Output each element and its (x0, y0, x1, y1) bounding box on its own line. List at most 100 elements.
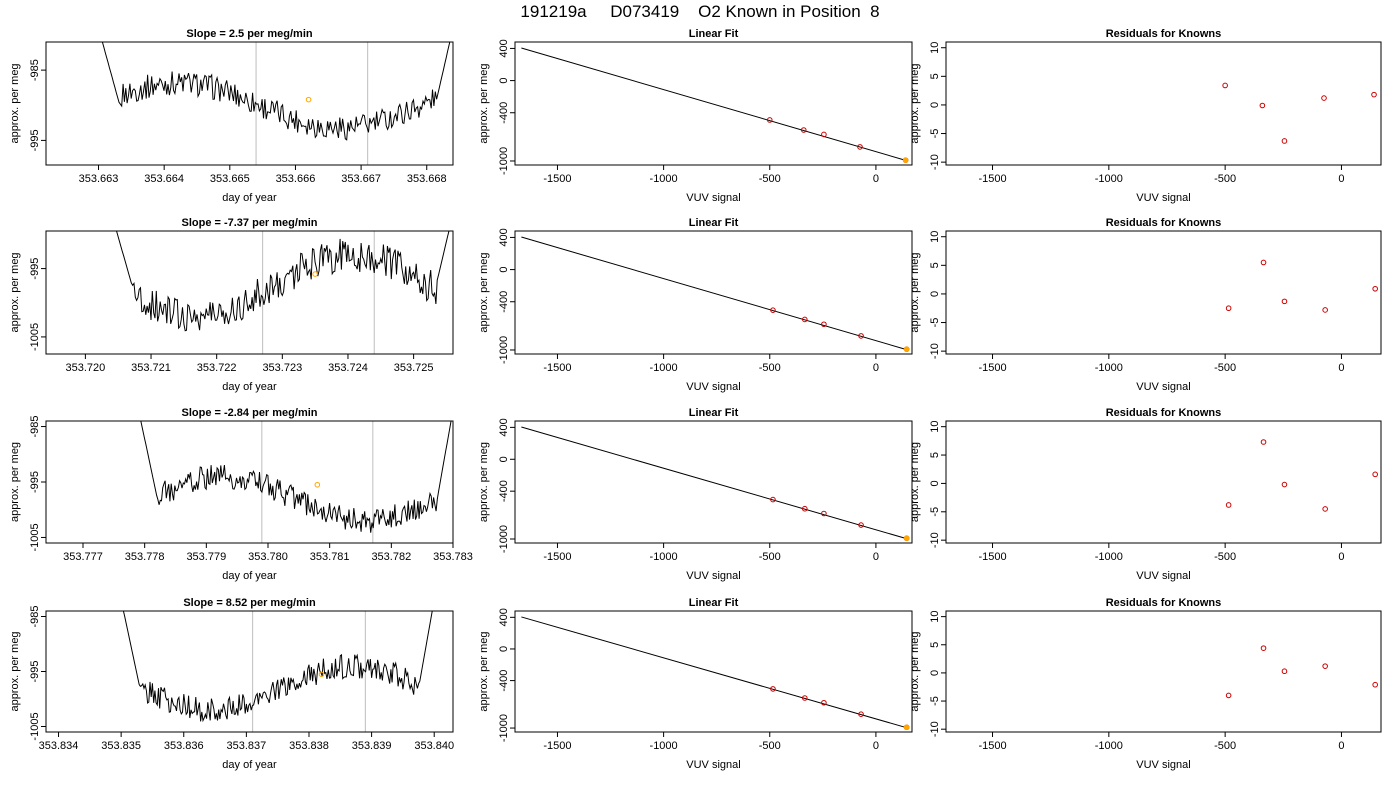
residual-point (1372, 285, 1378, 292)
y-tick-label: 0 (498, 78, 510, 84)
residual-point (1222, 82, 1228, 89)
y-tick-label: -400 (498, 670, 510, 692)
fit-point (766, 117, 773, 123)
x-tick-label: -1000 (650, 362, 678, 374)
y-axis-label: approx. per meg (478, 442, 490, 522)
x-tick-label: -1000 (650, 173, 678, 185)
panel-3-1 (41, 420, 454, 548)
known-point (902, 157, 909, 163)
x-tick-label: 353.725 (394, 362, 434, 374)
known-marker (312, 271, 318, 277)
y-tick-label: 400 (498, 228, 510, 246)
y-tick-label: -1005 (29, 523, 41, 551)
residual-point (1321, 95, 1327, 101)
y-tick-label: 10 (929, 231, 941, 243)
y-tick-label: -1000 (498, 714, 510, 742)
x-axis-label: VUV signal (1136, 570, 1190, 582)
y-axis-label: approx. per meg (909, 442, 921, 522)
x-tick-label: 353.835 (101, 740, 141, 752)
panel-title: Residuals for Knowns (1106, 28, 1222, 40)
y-tick-label: 400 (498, 418, 510, 436)
x-tick-label: 353.837 (226, 740, 266, 752)
panel-2-2 (510, 230, 913, 359)
panel-4-1 (41, 610, 454, 737)
y-tick-label: -5 (929, 696, 941, 706)
y-axis-label: approx. per meg (909, 63, 921, 143)
x-tick-label: 353.724 (328, 362, 368, 374)
y-axis-label: approx. per meg (9, 252, 21, 332)
x-tick-label: 353.779 (186, 551, 226, 563)
x-tick-label: -1500 (978, 362, 1006, 374)
x-tick-label: -1000 (1095, 740, 1123, 752)
residual-point (1260, 645, 1267, 651)
plot-frame (945, 41, 1382, 166)
y-axis-label: approx. per meg (909, 252, 921, 332)
x-axis-label: VUV signal (1136, 381, 1190, 393)
y-tick-label: -10 (929, 532, 941, 548)
residual-point (1260, 439, 1267, 445)
x-tick-label: 353.781 (310, 551, 350, 563)
residual-point (1225, 502, 1232, 508)
fit-point (821, 510, 827, 517)
y-tick-label: -1005 (29, 712, 41, 740)
x-tick-label: -1000 (1095, 551, 1123, 563)
x-tick-label: 353.838 (289, 740, 329, 752)
panel-3-2 (510, 420, 913, 548)
x-axis-label: VUV signal (686, 381, 740, 393)
panel-title: Slope = 2.5 per meg/min (186, 28, 313, 40)
plot-frame (45, 230, 454, 355)
y-axis-label: approx. per meg (9, 631, 21, 711)
fit-line (521, 616, 908, 729)
panel-2-3 (941, 230, 1382, 359)
y-tick-label: -400 (498, 291, 510, 313)
y-tick-label: -5 (929, 129, 941, 139)
fit-point (858, 522, 864, 528)
plot-frame (945, 610, 1382, 733)
y-tick-label: -1000 (498, 336, 510, 364)
panel-4-3 (941, 610, 1382, 737)
residual-point (1259, 102, 1266, 109)
fit-line (521, 47, 908, 162)
panel-title: Linear Fit (689, 407, 739, 419)
x-tick-label: 353.780 (248, 551, 288, 563)
y-tick-label: 0 (498, 456, 510, 462)
fit-point (858, 711, 864, 718)
fit-point (801, 316, 808, 323)
signal-trace (116, 231, 450, 332)
y-tick-label: 0 (929, 480, 941, 486)
y-tick-label: 0 (498, 267, 510, 273)
y-tick-label: -985 (29, 416, 41, 438)
signal-trace (140, 421, 452, 533)
fit-point (770, 307, 776, 313)
residual-point (1372, 471, 1378, 478)
x-tick-label: -1000 (1095, 362, 1123, 374)
fit-line (521, 236, 908, 351)
fit-point (800, 127, 807, 133)
y-tick-label: -995 (29, 471, 41, 493)
y-axis-label: approx. per meg (9, 63, 21, 143)
y-tick-label: 10 (929, 611, 941, 623)
residual-point (1281, 481, 1288, 488)
x-axis-label: day of year (222, 381, 277, 393)
x-tick-label: 353.668 (407, 173, 447, 185)
y-tick-label: -400 (498, 480, 510, 502)
known-point (903, 724, 910, 731)
x-tick-label: 0 (1338, 740, 1344, 752)
y-tick-label: -10 (929, 154, 941, 170)
x-tick-label: 353.721 (131, 362, 171, 374)
y-tick-label: 0 (498, 646, 510, 652)
y-axis-label: approx. per meg (478, 631, 490, 711)
x-axis-label: day of year (222, 570, 277, 582)
residual-point (1281, 298, 1288, 305)
panel-3-3 (941, 420, 1382, 548)
x-tick-label: 353.666 (276, 173, 316, 185)
residual-point (1281, 138, 1288, 144)
x-tick-label: 353.664 (144, 173, 184, 185)
residual-point (1372, 681, 1378, 688)
y-tick-label: -1005 (29, 323, 41, 351)
panel-1-3 (941, 41, 1382, 170)
panel-title: Slope = -7.37 per meg/min (181, 217, 317, 229)
x-tick-label: 0 (873, 740, 879, 752)
x-tick-label: -500 (759, 740, 781, 752)
residual-point (1322, 663, 1328, 669)
